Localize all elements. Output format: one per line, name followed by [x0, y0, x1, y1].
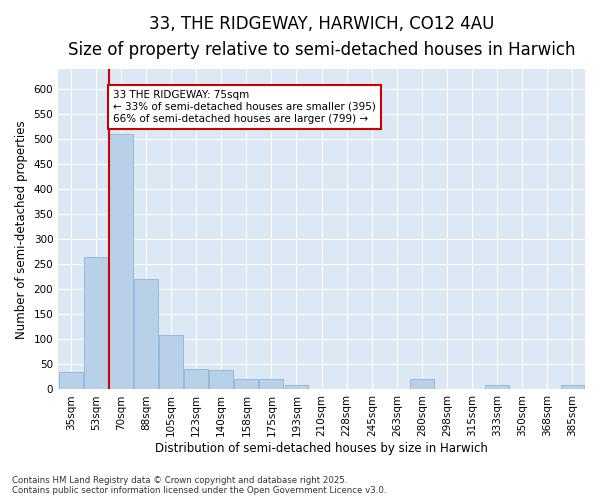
Bar — [284, 386, 308, 390]
Bar — [235, 380, 258, 390]
Title: 33, THE RIDGEWAY, HARWICH, CO12 4AU
Size of property relative to semi-detached h: 33, THE RIDGEWAY, HARWICH, CO12 4AU Size… — [68, 15, 575, 60]
X-axis label: Distribution of semi-detached houses by size in Harwich: Distribution of semi-detached houses by … — [155, 442, 488, 455]
Bar — [209, 370, 233, 390]
Bar — [159, 336, 183, 390]
Text: Contains HM Land Registry data © Crown copyright and database right 2025.
Contai: Contains HM Land Registry data © Crown c… — [12, 476, 386, 495]
Bar — [84, 257, 108, 390]
Bar — [259, 380, 283, 390]
Bar — [109, 134, 133, 390]
Bar — [560, 386, 584, 390]
Bar — [410, 380, 434, 390]
Bar — [485, 386, 509, 390]
Bar — [184, 370, 208, 390]
Text: 33 THE RIDGEWAY: 75sqm
← 33% of semi-detached houses are smaller (395)
66% of se: 33 THE RIDGEWAY: 75sqm ← 33% of semi-det… — [113, 90, 376, 124]
Bar — [134, 280, 158, 390]
Y-axis label: Number of semi-detached properties: Number of semi-detached properties — [15, 120, 28, 338]
Bar — [59, 372, 83, 390]
